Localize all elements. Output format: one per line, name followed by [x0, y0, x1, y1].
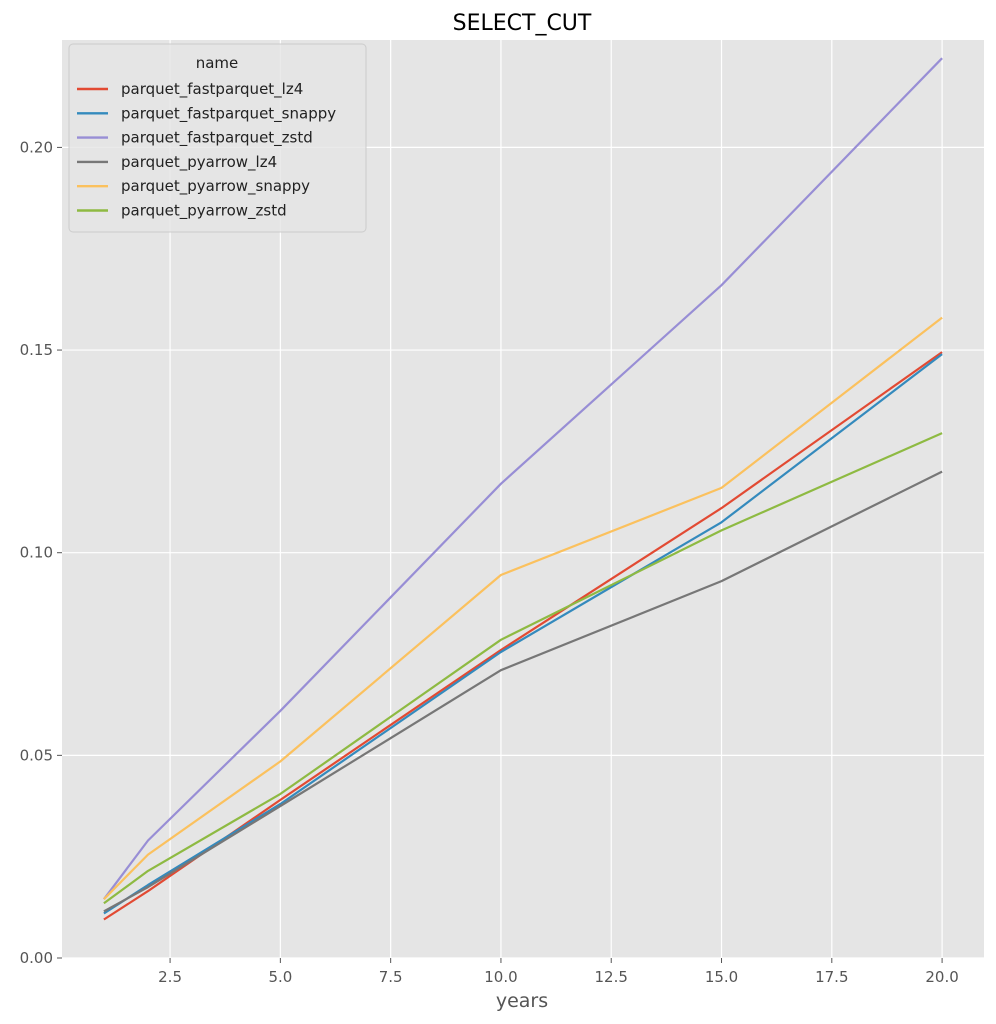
y-tick-label: 0.20	[20, 138, 53, 156]
y-tick-label: 0.15	[20, 341, 53, 359]
series-line-parquet-pyarrow-zstd	[103, 432, 943, 905]
chart-title: SELECT_CUT	[453, 11, 592, 36]
y-tick-label: 0.10	[20, 544, 53, 562]
y-tick-label: 0.05	[20, 746, 53, 764]
legend-box	[68, 43, 367, 233]
y-axis: 0.00 0.05 0.10 0.15 0.20	[20, 138, 62, 967]
x-tick-label: 2.5	[158, 968, 182, 986]
legend-entry: parquet_pyarrow_lz4	[121, 153, 277, 172]
legend-entry: parquet_fastparquet_zstd	[121, 129, 313, 148]
x-tick-label: 15.0	[705, 968, 738, 986]
legend-items: parquet_fastparquet_lz4 parquet_fastparqu…	[77, 80, 336, 221]
legend-entry: parquet_fastparquet_lz4	[121, 80, 303, 99]
legend-entry: parquet_pyarrow_snappy	[121, 177, 310, 196]
x-tick-label: 17.5	[815, 968, 848, 986]
series-line-parquet-pyarrow-snappy	[103, 316, 943, 900]
legend-entry: parquet_fastparquet_snappy	[121, 104, 336, 123]
x-tick-label: 5.0	[268, 968, 292, 986]
x-axis-label: years	[496, 990, 548, 1012]
x-tick-label: 12.5	[595, 968, 628, 986]
series-line-parquet-fastparquet-snappy	[103, 353, 943, 915]
series-line-parquet-pyarrow-lz4	[103, 470, 943, 913]
x-tick-label: 10.0	[484, 968, 517, 986]
series-line-parquet-fastparquet-zstd	[103, 57, 943, 900]
x-tick-label: 20.0	[925, 968, 958, 986]
x-tick-label: 7.5	[379, 968, 403, 986]
legend-entry: parquet_pyarrow_zstd	[121, 202, 287, 221]
y-tick-label: 0.00	[20, 949, 53, 967]
series-lines	[103, 57, 943, 921]
legend: name parquet_fastparquet_lz4parquet_fast…	[68, 43, 367, 233]
grid-lines	[62, 40, 984, 959]
series-line-parquet-fastparquet-lz4	[103, 351, 943, 921]
legend-title: name	[196, 54, 239, 72]
x-axis: 2.5 5.0 7.5 10.0 12.5 15.0 17.5 20.0	[158, 958, 959, 986]
